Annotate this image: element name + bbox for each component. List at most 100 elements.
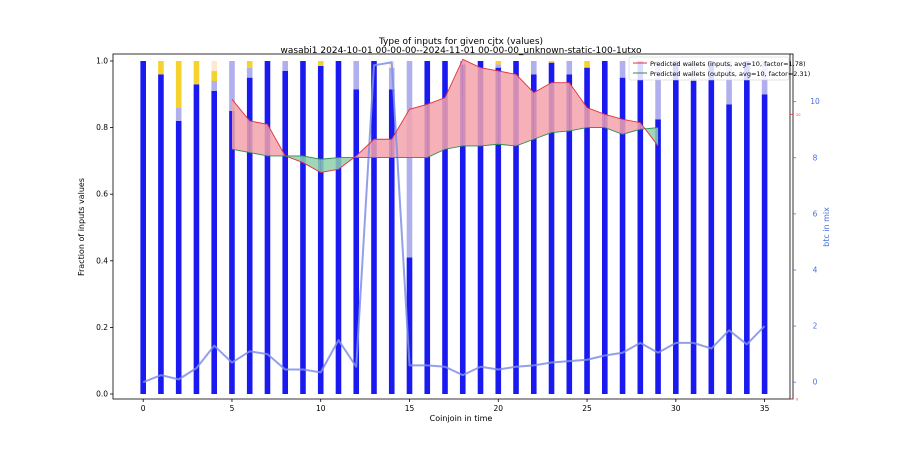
lines-layer <box>142 58 766 384</box>
y-tick-label-0.0: 0.0 <box>96 390 108 399</box>
chart-title: Type of inputs for given cjtx (values) <box>378 37 543 47</box>
bar-blue-9 <box>300 61 306 394</box>
x-axis-ticks: 0 5 10 15 20 25 30 35 <box>141 399 770 413</box>
bar-yellow-4 <box>211 70 218 81</box>
legend: Predicted wallets (inputs, avg=10, facto… <box>628 56 810 81</box>
bar-blue-35 <box>761 94 768 395</box>
x-tick-label-25: 25 <box>582 404 592 413</box>
x-tick-label-20: 20 <box>494 404 504 413</box>
bar-yellow-1 <box>158 61 164 75</box>
bar-blue-10 <box>317 65 324 395</box>
inner-axis-ticks: 20 0 <box>790 113 800 402</box>
bar-blue-18 <box>459 64 466 394</box>
bar-blue-23 <box>548 62 555 394</box>
plot-frame <box>112 53 794 400</box>
bar-light-20 <box>495 64 502 68</box>
bars-layer <box>140 61 768 395</box>
fill-segment-11 <box>427 97 446 158</box>
inner-tick-label-0: 0 <box>796 398 798 402</box>
fill-segment-10 <box>409 104 428 158</box>
bar-blue-12 <box>353 89 360 395</box>
bar-light-27 <box>619 61 626 78</box>
bar-blue-16 <box>424 61 431 394</box>
y-tick-label-0.4: 0.4 <box>96 256 108 265</box>
btc-in-mix-line <box>142 61 766 384</box>
bar-light-24 <box>566 61 573 75</box>
bar-blue-26 <box>602 61 608 394</box>
bar-blue-0 <box>140 61 146 394</box>
bar-blue-22 <box>530 74 537 394</box>
y-axis-ticks: 0.0 0.2 0.4 0.6 0.8 1.0 <box>96 57 113 399</box>
y2-tick-label-10: 10 <box>810 97 820 106</box>
fill-segment-15 <box>498 70 517 146</box>
x-axis-label: Coinjoin in time <box>430 414 493 423</box>
y2-axis-label: btc in mix <box>822 207 831 247</box>
bar-peach-4 <box>211 61 218 71</box>
bar-blue-21 <box>513 61 519 394</box>
bar-yellow-20 <box>495 61 502 65</box>
fill-segment-0 <box>231 99 250 153</box>
fill-segment-19 <box>569 82 588 131</box>
bar-blue-25 <box>584 67 590 394</box>
y-tick-label-1.0: 1.0 <box>96 57 108 66</box>
bar-light-6 <box>246 67 253 78</box>
bar-blue-6 <box>246 77 253 395</box>
bar-blue-32 <box>708 61 715 394</box>
bar-blue-33 <box>726 104 732 394</box>
bar-blue-8 <box>282 70 289 395</box>
bar-blue-11 <box>335 61 342 394</box>
bar-blue-34 <box>744 61 750 394</box>
fill-segment-14 <box>480 67 499 146</box>
bar-blue-7 <box>264 61 271 394</box>
y2-tick-label-2: 2 <box>813 322 818 331</box>
fill-segment-13 <box>462 59 481 146</box>
bar-yellow-23 <box>548 61 555 63</box>
bar-blue-19 <box>477 61 484 394</box>
fill-segment-5 <box>320 157 339 173</box>
fill-segment-17 <box>533 82 552 140</box>
fill-segment-1 <box>249 120 268 156</box>
y2-tick-label-8: 8 <box>813 153 818 162</box>
bar-light-2 <box>175 107 182 121</box>
outputs-wallets-line <box>231 127 659 160</box>
bar-yellow-3 <box>193 61 200 85</box>
bar-blue-15 <box>406 257 413 394</box>
bar-blue-27 <box>619 77 626 395</box>
bar-blue-30 <box>673 61 679 394</box>
legend-inputs-label: Predicted wallets (inputs, avg=10, facto… <box>650 60 806 68</box>
bar-blue-17 <box>442 61 448 394</box>
bar-blue-29 <box>655 119 661 395</box>
bar-blue-3 <box>193 84 200 394</box>
y-tick-label-0.8: 0.8 <box>96 123 108 132</box>
fill-segment-4 <box>302 155 321 173</box>
bar-yellow-2 <box>175 61 182 108</box>
y-tick-label-0.6: 0.6 <box>96 190 108 199</box>
y2-tick-label-0: 0 <box>813 378 818 387</box>
fill-segment-16 <box>516 74 534 146</box>
bar-light-8 <box>282 61 289 71</box>
bar-light-4 <box>211 80 218 91</box>
fill-segment-18 <box>551 82 570 133</box>
y2-tick-label-6: 6 <box>813 209 818 218</box>
bar-yellow-6 <box>246 61 253 68</box>
bar-blue-2 <box>175 120 182 394</box>
bar-blue-28 <box>637 61 644 394</box>
x-tick-label-35: 35 <box>760 404 770 413</box>
bar-light-22 <box>530 61 537 75</box>
inner-tick-label-20: 20 <box>796 113 800 117</box>
y2-tick-label-4: 4 <box>813 265 818 274</box>
bar-yellow-10 <box>317 61 324 66</box>
x-tick-label-15: 15 <box>405 404 415 413</box>
y2-axis-ticks: 0 2 4 6 8 10 <box>793 97 820 387</box>
x-tick-label-10: 10 <box>316 404 326 413</box>
bar-blue-13 <box>371 61 377 394</box>
x-tick-label-5: 5 <box>230 404 235 413</box>
bar-blue-14 <box>388 89 395 395</box>
fill-segment-8 <box>373 139 392 158</box>
bar-light-12 <box>353 61 360 90</box>
bar-blue-31 <box>690 80 697 394</box>
legend-box <box>628 56 790 81</box>
x-tick-label-0: 0 <box>141 404 146 413</box>
bar-blue-24 <box>566 74 573 394</box>
